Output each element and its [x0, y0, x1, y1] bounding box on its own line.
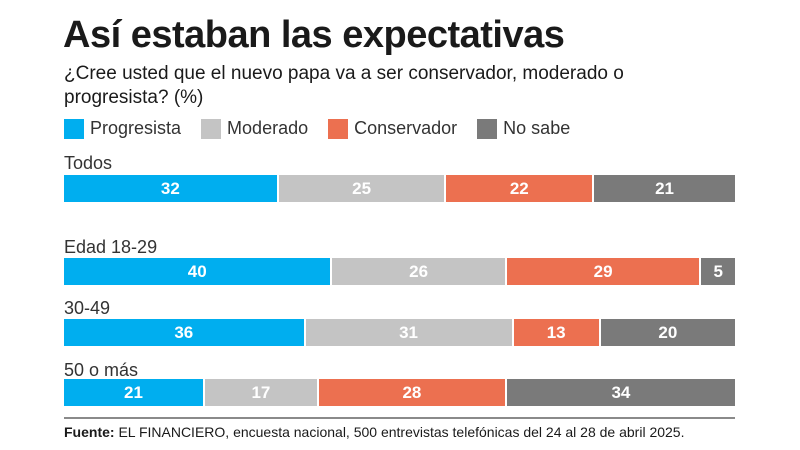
bar-segment-conservador: 29	[506, 258, 702, 285]
data-label: 21	[123, 382, 143, 402]
data-label: 40	[187, 261, 207, 281]
bar-row: 36 31 13 20	[64, 319, 735, 346]
data-label: 25	[352, 178, 372, 198]
bar-segment-conservador: 22	[446, 175, 595, 202]
legend-swatch	[477, 118, 498, 139]
chart-subtitle: ¿Cree usted que el nuevo papa va a ser c…	[64, 63, 624, 108]
data-label: 5	[713, 261, 723, 281]
data-label: 31	[399, 322, 418, 342]
legend-swatch	[328, 118, 349, 139]
divider	[64, 417, 735, 419]
bar-segment-no-sabe: 20	[600, 319, 735, 346]
legend-label: Conservador	[354, 118, 458, 138]
legend-item: No sabe	[477, 118, 570, 139]
legend: Progresista Moderado Conservador No sabe	[64, 118, 590, 139]
chart-title: Así estaban las expectativas	[63, 14, 565, 56]
bar-segment-conservador: 28	[318, 379, 507, 406]
bar-segment-progresista: 21	[64, 379, 205, 406]
category-label: Todos	[64, 153, 113, 173]
legend-label: No sabe	[503, 118, 571, 138]
source-note: Fuente: EL FINANCIERO, encuesta nacional…	[64, 424, 684, 440]
bar-segment-progresista: 32	[64, 175, 279, 202]
data-label: 29	[593, 261, 613, 281]
data-label: 21	[655, 178, 674, 198]
bar-segment-moderado: 31	[305, 319, 514, 346]
data-label: 17	[251, 382, 271, 402]
bar-row: 21 17 28 34	[64, 379, 735, 406]
legend-item: Moderado	[201, 118, 308, 139]
legend-item: Conservador	[328, 118, 457, 139]
bar-row: 32 25 22 21	[64, 175, 735, 202]
data-label: 13	[546, 322, 566, 342]
bar-segment-progresista: 40	[64, 258, 333, 285]
bar-segment-moderado: 17	[204, 379, 319, 406]
legend-item: Progresista	[64, 118, 181, 139]
bar-segment-conservador: 13	[513, 319, 601, 346]
category-label: 50 o más	[64, 360, 139, 380]
data-label: 32	[160, 178, 180, 198]
category-label: 30-49	[64, 298, 111, 318]
data-label: 28	[402, 382, 422, 402]
legend-swatch	[64, 118, 84, 139]
legend-swatch	[201, 118, 222, 139]
category-label: Edad 18-29	[64, 237, 158, 257]
source-label: Fuente:	[64, 424, 115, 440]
bar-row: 40 26 29 5	[64, 258, 735, 285]
data-label: 34	[611, 382, 631, 402]
bar-segment-no-sabe: 34	[506, 379, 735, 406]
data-label: 36	[174, 322, 194, 342]
legend-label: Progresista	[90, 118, 182, 138]
data-label: 20	[658, 322, 678, 342]
bar-segment-progresista: 36	[64, 319, 306, 346]
data-label: 26	[409, 261, 429, 281]
source-text: EL FINANCIERO, encuesta nacional, 500 en…	[114, 424, 685, 440]
data-label: 22	[509, 178, 529, 198]
bar-segment-moderado: 25	[278, 175, 447, 202]
bar-segment-moderado: 26	[332, 258, 507, 285]
bar-segment-no-sabe: 5	[701, 258, 735, 285]
bar-segment-no-sabe: 21	[594, 175, 735, 202]
legend-label: Moderado	[227, 118, 309, 138]
